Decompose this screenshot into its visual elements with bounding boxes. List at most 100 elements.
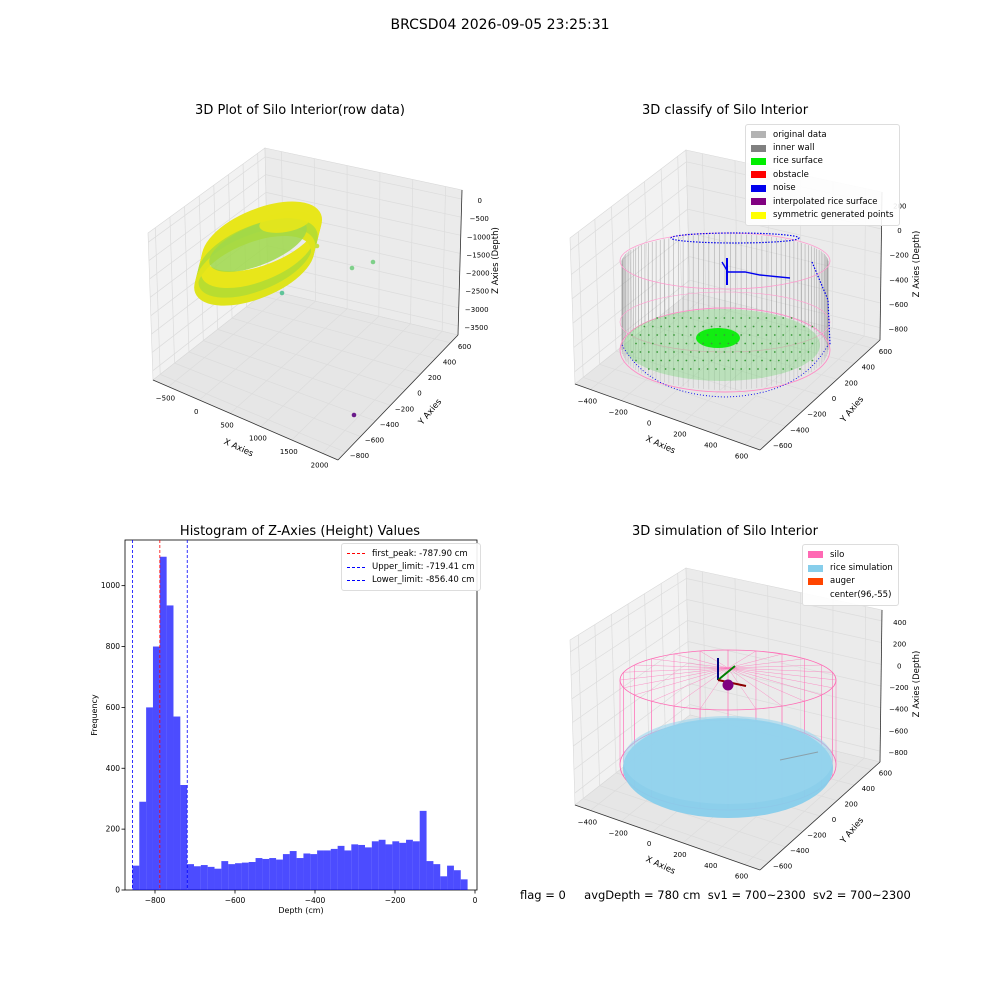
histogram-bar: [228, 864, 236, 890]
rice-surface-point: [794, 325, 797, 328]
raw-ztick-label: 0: [478, 197, 482, 205]
x-tick-label: 0: [473, 896, 478, 905]
legend-line-swatch: [347, 579, 365, 581]
raw-xgrid: [168, 293, 285, 387]
rice-surface-point: [757, 317, 759, 319]
silo-roof-line: [651, 658, 729, 669]
rice-surface-point: [740, 334, 743, 336]
cls-x-axis: [574, 383, 761, 451]
rice-surface-point: [790, 351, 793, 353]
rice-surface-point: [727, 342, 730, 345]
rice-surface-point: [643, 342, 646, 345]
rice-surface-point: [807, 334, 810, 336]
rice-surface-point: [673, 351, 675, 353]
rice-surface-point: [668, 325, 671, 328]
histogram-bar: [214, 868, 222, 890]
raw-ygrid: [231, 317, 421, 375]
histogram-bar: [276, 859, 283, 890]
cls-ztick-label: 0: [897, 227, 901, 235]
rice-surface-point: [685, 342, 688, 345]
sim-ztick-label: 0: [897, 662, 901, 670]
raw-outlier-point: [314, 243, 320, 249]
rice-surface-point: [656, 317, 659, 319]
rice-surface-point: [656, 368, 659, 370]
histogram-bar: [317, 850, 324, 890]
rice-surface-point: [689, 317, 692, 319]
legend-label: noise: [773, 183, 796, 194]
raw-xtick-label: 1000: [249, 435, 267, 443]
sim-xtick-label: 200: [673, 851, 686, 859]
silo-roof-line: [634, 664, 729, 669]
rice-surface-point: [656, 334, 659, 336]
rice-surface-point: [715, 368, 717, 370]
histogram-bar: [358, 844, 365, 890]
rice-surface-point: [702, 342, 705, 345]
rice-surface-point: [786, 342, 789, 345]
rice-surface-point: [681, 368, 684, 370]
rice-surface-point: [731, 351, 734, 353]
rice-surface-point: [706, 334, 709, 336]
histogram-bar: [392, 841, 400, 890]
rice-surface-point: [719, 342, 721, 345]
sim-ygrid: [677, 573, 683, 722]
raw-zgrid: [148, 174, 266, 261]
rice-surface-point: [735, 325, 738, 328]
cls-xtick-label: −400: [578, 398, 597, 406]
y-axis-label: Frequency: [90, 694, 99, 736]
raw-ygrid: [154, 227, 161, 375]
raw-xtick-label: 0: [194, 408, 198, 416]
raw-obstacle-cluster: [259, 211, 311, 233]
sim-ygrid: [627, 603, 633, 761]
raw-ytick-label: 0: [417, 390, 421, 398]
legend-label: rice simulation: [830, 563, 893, 574]
legend-item: rice simulation: [808, 561, 893, 574]
cls-ygrid: [677, 156, 683, 299]
sim-y-label: Y Axies: [838, 815, 866, 846]
raw-xgrid: [199, 300, 316, 401]
cls-ygrid: [632, 337, 821, 396]
cls-ytick-label: −600: [773, 442, 792, 450]
rice-surface-point: [740, 368, 743, 370]
rice-surface-point: [773, 317, 776, 319]
raw-z-axis: [457, 189, 463, 336]
raw-ygrid: [217, 329, 406, 391]
raw-ztick-label: −1500: [466, 251, 490, 259]
x-tick-label: −800: [145, 896, 166, 905]
rice-surface-point: [748, 351, 751, 353]
rice-surface-point: [647, 334, 650, 336]
rice-surface-point: [660, 359, 663, 362]
classify-legend: original data inner wall rice surface obsta…: [745, 124, 900, 226]
rice-surface-point: [803, 325, 805, 328]
histogram-bar: [139, 801, 147, 890]
rice-surface-point: [782, 317, 785, 319]
y-tick-label: 800: [106, 642, 121, 651]
rice-surface-point: [777, 359, 780, 362]
histogram-bar: [344, 850, 352, 890]
rice-surface-point: [773, 334, 776, 336]
histogram-bar: [303, 853, 311, 890]
sim-ygrid: [611, 614, 617, 773]
silo-roof-line: [727, 667, 757, 710]
rice-surface-point: [710, 325, 713, 328]
raw-xtick-label: −500: [156, 395, 175, 403]
rice-surface-point: [673, 368, 675, 370]
rice-surface-point: [757, 351, 759, 353]
y-tick-label: 1000: [101, 581, 120, 590]
rice-surface-point: [765, 351, 768, 353]
legend-item: symmetric generated points: [751, 208, 894, 221]
sim-ygrid: [583, 798, 769, 863]
sim-ytick-label: −600: [773, 862, 792, 870]
raw-ygrid: [169, 217, 175, 364]
legend-label: silo: [830, 549, 845, 560]
silo-roof-line: [623, 667, 729, 673]
silo-roof-line: [727, 667, 822, 696]
silo-roof-line: [651, 667, 729, 702]
rice-surface-point: [631, 334, 633, 336]
silo-roof-line: [727, 667, 833, 689]
histogram-bar: [221, 861, 229, 890]
raw-ygrid: [188, 351, 376, 422]
rice-surface-point: [693, 342, 696, 345]
raw-point-cloud: [194, 201, 323, 306]
legend-swatch: [751, 184, 766, 192]
histogram-bar: [282, 854, 290, 890]
